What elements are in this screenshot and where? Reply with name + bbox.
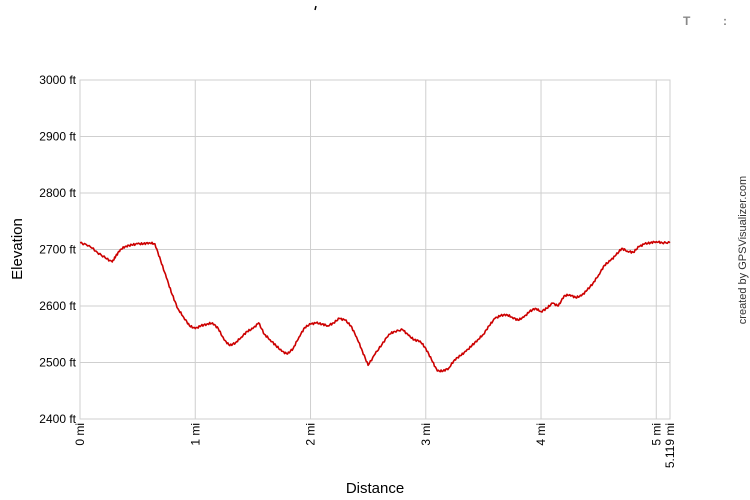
- header-tick-mark: [314, 5, 317, 11]
- credit-text: created by GPSVisualizer.com: [737, 176, 749, 324]
- series-layer: [79, 240, 671, 373]
- x-tick-label: 3 mi: [419, 423, 433, 446]
- grid-layer: [79, 79, 670, 420]
- header-mark-left: T: [683, 14, 691, 28]
- y-tick-label: 2700 ft: [39, 243, 76, 257]
- y-tick-label: 2600 ft: [39, 299, 76, 313]
- y-axis-title: Elevation: [9, 218, 26, 280]
- y-tick-labels: 2400 ft 2500 ft 2600 ft 2700 ft 2800 ft 2900 …: [39, 73, 76, 426]
- x-tick-labels: 0 mi 1 mi 2 mi 3 mi 4 mi 5 mi 5.119 mi: [73, 423, 677, 468]
- plot-frame: [79, 79, 671, 420]
- y-tick-label: 2500 ft: [39, 356, 76, 370]
- x-tick-label: 1 mi: [188, 423, 202, 446]
- y-tick-label: 2800 ft: [39, 186, 76, 200]
- x-axis-title: Distance: [346, 480, 404, 497]
- y-tick-label: 2400 ft: [39, 412, 76, 426]
- x-tick-label: 5 mi: [649, 423, 663, 446]
- y-tick-label: 2900 ft: [39, 130, 76, 144]
- header-mark-right: :: [723, 14, 727, 28]
- x-tick-label: 2 mi: [304, 423, 318, 446]
- x-end-label: 5.119 mi: [663, 423, 677, 468]
- elevation-series-line-0: [79, 240, 671, 373]
- y-tick-label: 3000 ft: [39, 73, 76, 87]
- x-tick-label: 0 mi: [73, 423, 87, 446]
- x-tick-label: 4 mi: [534, 423, 548, 446]
